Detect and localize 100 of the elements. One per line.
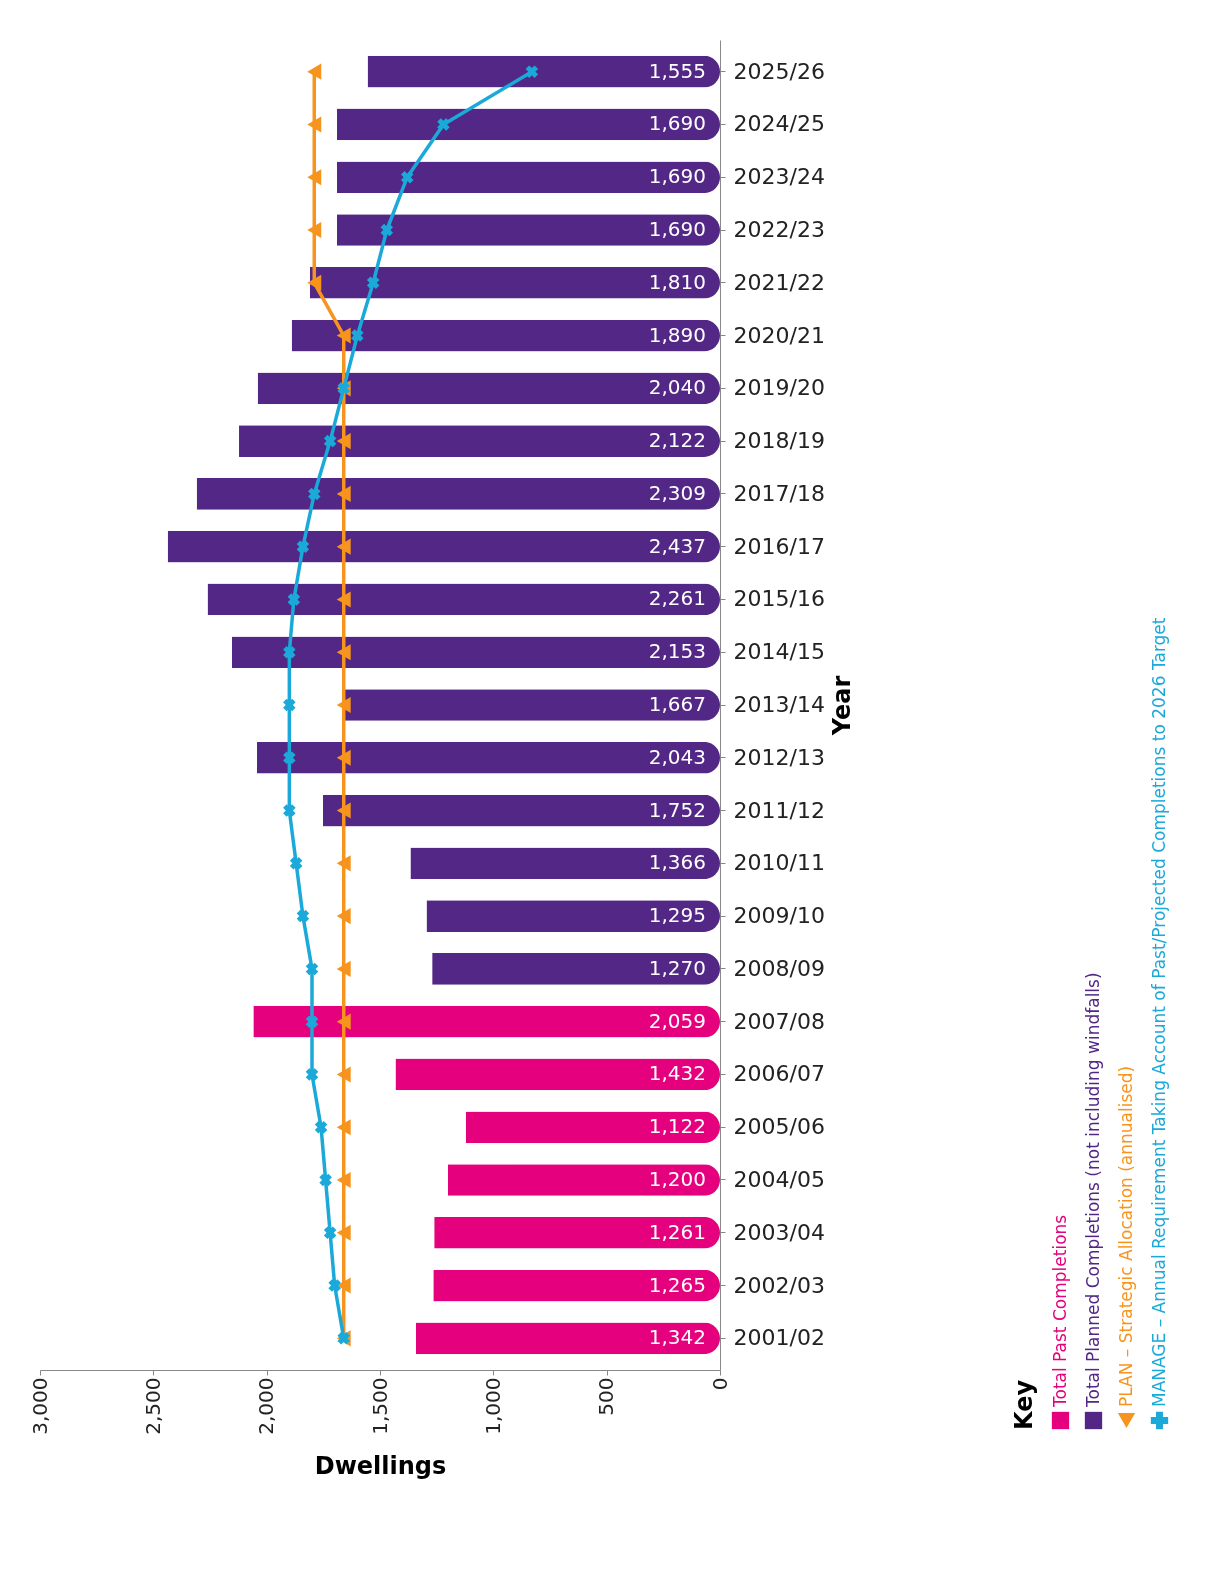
bar [395,1058,720,1091]
data-label: 1,555 [648,58,706,83]
bar [410,847,720,880]
bar [415,1322,720,1355]
bar [342,689,720,721]
point [366,276,380,290]
point [336,327,351,344]
y-tick-label: 2008/09 [733,955,825,981]
bar [257,372,720,405]
x-tick-label: 1,500 [367,1377,392,1435]
point [305,962,319,976]
data-label: 2,437 [648,533,706,558]
y-tick-label: 2022/23 [733,217,825,242]
point [380,223,394,237]
bar [367,55,720,88]
bar [207,583,720,616]
y-tick-label: 2004/05 [733,1167,825,1192]
point [287,593,301,606]
point [336,644,351,661]
point [351,329,364,342]
bar [167,530,720,563]
data-label: 2,059 [648,1008,706,1033]
point [296,540,310,553]
point [336,855,351,872]
bar [309,266,720,299]
point [307,63,322,80]
y-tick-label: 2006/07 [733,1061,825,1087]
point [289,857,303,870]
point [283,645,296,659]
data-label: 1,270 [648,955,706,980]
point [283,751,296,765]
point [305,1015,319,1028]
bar [336,214,720,246]
text: Total Planned Completions (not including windfalls) [1082,972,1103,1408]
point [323,434,337,448]
text: PLAN – Strategic Allocation (annualised) [1115,1065,1136,1407]
bar [433,1269,720,1302]
data-label: 1,432 [648,1061,706,1086]
point [283,698,296,712]
point [307,116,322,133]
y-tick-label: 2002/03 [733,1272,825,1298]
y-tick-label: 2020/21 [733,322,825,348]
y-tick-label: 2001/02 [733,1325,825,1351]
point [525,65,539,78]
point [336,1066,351,1083]
x-tick-label: 2,000 [254,1377,279,1435]
bar [253,1005,720,1038]
point [336,1277,351,1294]
y-tick-label: 2016/17 [733,533,825,559]
point [319,1173,332,1187]
data-label: 1,200 [648,1167,706,1191]
y-tick-label: 2014/15 [733,639,825,665]
y-tick-label: 2003/04 [733,1219,825,1245]
y-tick-label: 2021/22 [733,269,825,295]
data-label: 1,122 [648,1114,706,1139]
bar [256,741,720,774]
y-tick-label: 2009/10 [733,903,825,929]
y-tick-label: 2012/13 [733,744,825,770]
point [336,749,351,766]
point [437,118,450,131]
y-tick-label: 2025/26 [733,58,825,84]
point [336,485,351,502]
data-label: 2,040 [648,375,706,400]
y-tick-label: 2024/25 [733,111,825,137]
point [336,960,351,977]
bar [426,900,720,932]
point [305,1068,319,1081]
bar [239,425,720,457]
bar [291,319,720,352]
bar [231,636,720,669]
x-tick-label: 3,000 [27,1377,52,1435]
bar [322,794,720,827]
data-label: 1,667 [648,692,706,716]
point [336,696,351,714]
x-axis-title: Dwellings [314,1451,447,1480]
data-label: 1,342 [648,1325,706,1350]
point [296,909,310,923]
data-label: 1,366 [648,850,706,875]
point [307,274,322,291]
point [336,1013,351,1030]
point [328,1279,341,1292]
point [314,1120,328,1134]
y-tick-label: 2023/24 [733,164,825,190]
point [308,487,321,501]
text: Total Past Completions [1049,1214,1070,1408]
y-tick-label: 2011/12 [733,797,825,823]
bar [196,478,720,510]
y-tick-label: 2019/20 [733,375,825,401]
data-label: 1,690 [648,111,706,136]
point [336,538,351,555]
data-label: 2,153 [648,639,706,664]
text: MANAGE – Annual Requirement Taking Account of Past/Projected Completions to 2026 Target [1148,617,1169,1407]
point [336,908,351,925]
data-label: 1,690 [648,217,706,241]
point [400,170,414,184]
data-label: 1,890 [648,322,706,347]
point [336,591,351,608]
data-label: 2,043 [648,744,706,769]
data-label: 2,261 [648,586,706,611]
data-label: 1,261 [648,1219,706,1244]
